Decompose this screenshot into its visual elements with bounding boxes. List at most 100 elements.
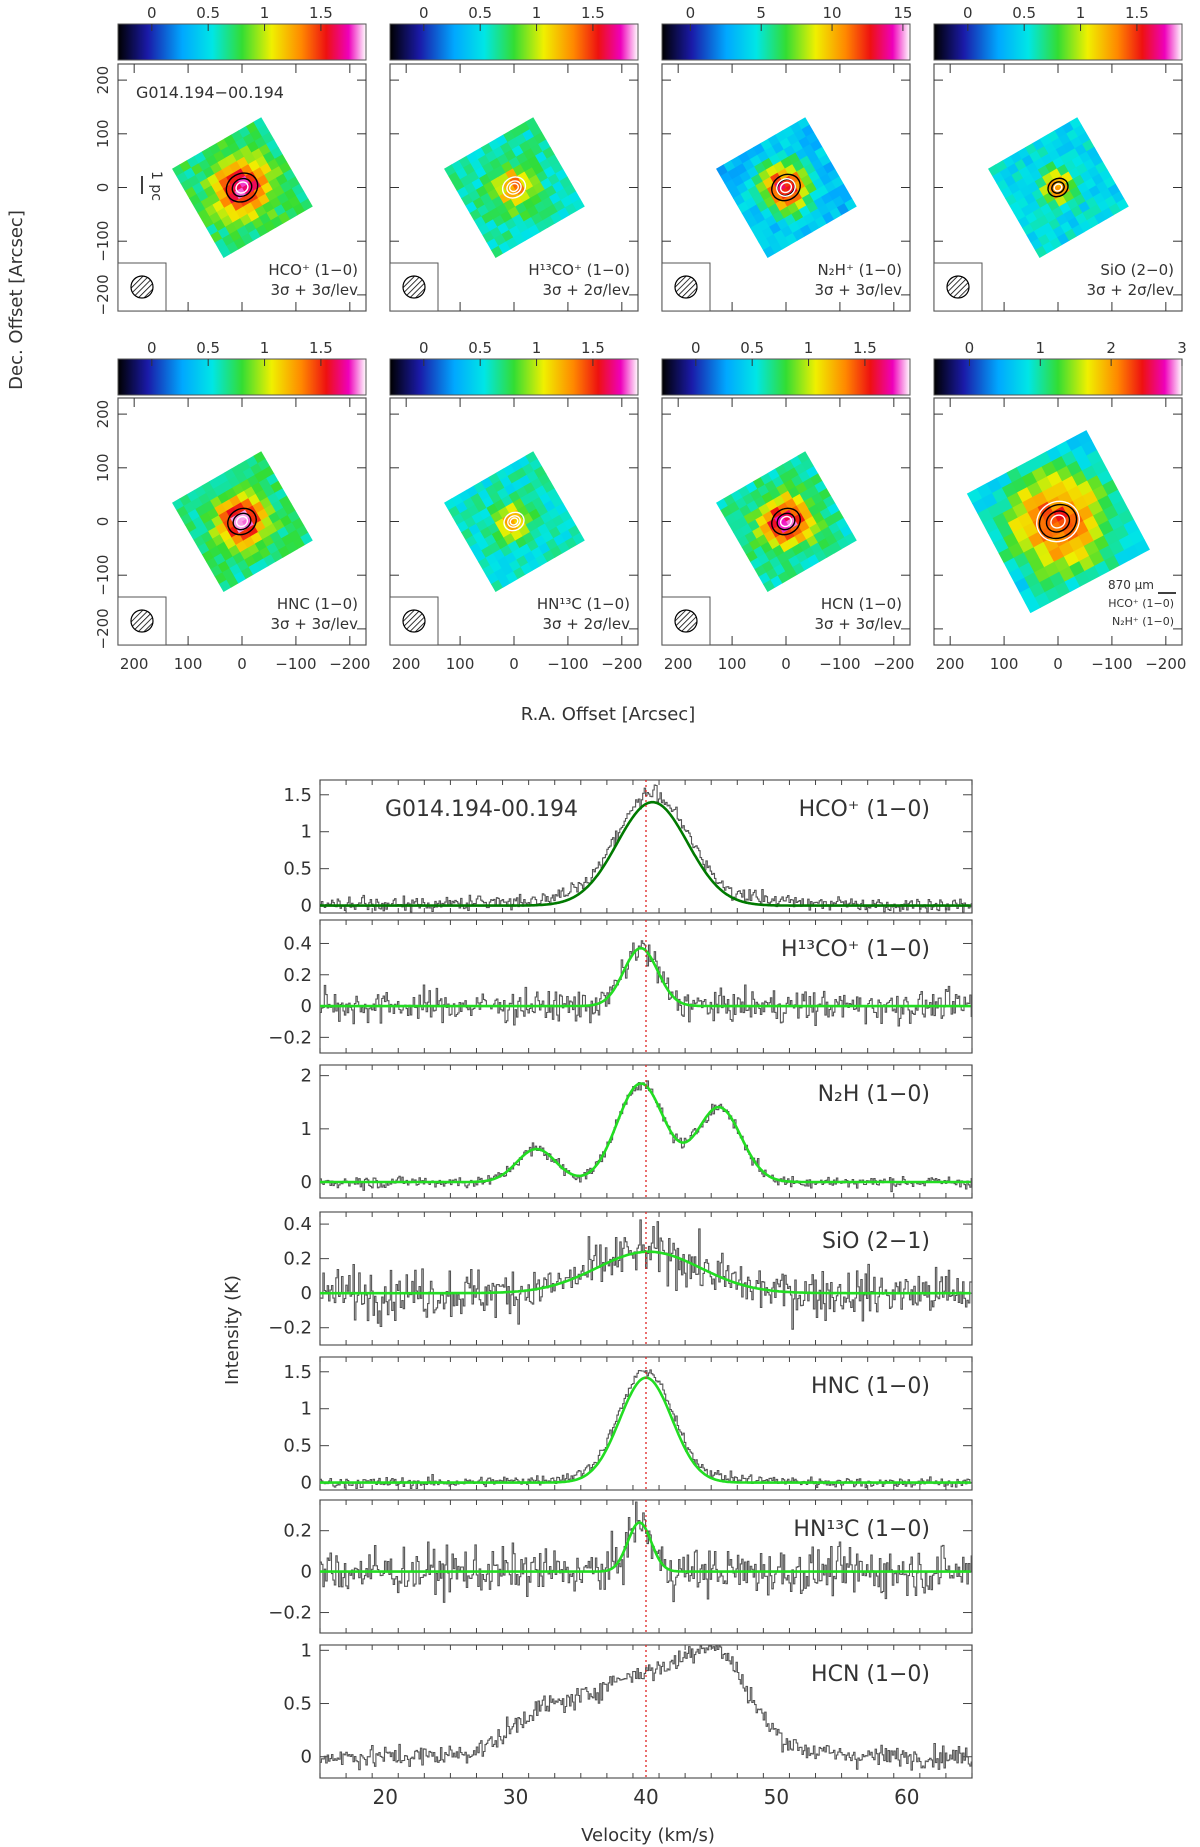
y-tick-label: 200: [94, 66, 112, 95]
colorbar-tick-label: 0.5: [468, 4, 492, 22]
y-tick-label: 100: [94, 119, 112, 148]
map-pixel: [572, 198, 585, 212]
y-tick-label: 0: [301, 896, 312, 917]
y-tick-label: −0.2: [268, 1318, 312, 1339]
beam-icon: [402, 275, 426, 299]
contour: [235, 515, 249, 528]
y-tick-label: 0: [301, 996, 312, 1017]
beam-icon: [674, 609, 698, 633]
beam-icon: [402, 609, 426, 633]
spectrum-trace: [320, 1219, 972, 1330]
y-tick-label: 0: [94, 183, 112, 193]
map-panel: 0 0.5 1 1.5 200 100 0 −100 −200 HN¹³C (1−0) 3σ + 2…: [389, 339, 642, 673]
contour: [231, 177, 253, 198]
colorbar-tick-label: 0: [963, 4, 973, 22]
colorbar: [389, 358, 639, 396]
x-tick-label: −200: [601, 655, 642, 673]
y-tick-label: −200: [94, 274, 112, 315]
map-pixel: [1133, 539, 1150, 556]
contour-levels: 3σ + 3σ/lev: [814, 281, 902, 299]
y-tick-label: 1: [301, 1119, 312, 1140]
line-label: HNC (1−0): [811, 1374, 930, 1399]
x-tick-label: −100: [275, 655, 316, 673]
colorbar: [933, 358, 1183, 396]
x-tick-label: 0: [781, 655, 791, 673]
colorbar: [661, 358, 911, 396]
contour-levels: 3σ + 3σ/lev: [270, 281, 358, 299]
line-label: HN¹³C (1−0): [793, 1517, 930, 1542]
map-panel: 0 0.5 1 1.5 200 100 0 −100 −200 HCN (1−0) 3σ + 3σ/…: [661, 339, 914, 673]
maps-ylabel: Dec. Offset [Arcsec]: [6, 210, 27, 390]
x-tick-label: −100: [547, 655, 588, 673]
contour: [501, 176, 527, 199]
contour: [506, 180, 522, 195]
line-label: HCN (1−0): [811, 1662, 930, 1687]
colorbar-tick-label: 1: [260, 4, 270, 22]
y-tick-label: −100: [94, 221, 112, 262]
y-tick-label: 0: [301, 1172, 312, 1193]
colorbar-tick-label: 0: [691, 339, 701, 357]
map-pixel: [844, 532, 857, 546]
colorbar-tick-label: 1.5: [309, 339, 333, 357]
colorbar: [933, 23, 1183, 61]
colorbar-tick-label: 1: [260, 339, 270, 357]
x-tick-label: 100: [446, 655, 475, 673]
contour-levels: 3σ + 3σ/lev: [814, 615, 902, 633]
y-tick-label: 200: [94, 400, 112, 429]
map-pixel: [300, 198, 313, 212]
contour: [1053, 183, 1063, 192]
colorbar: [661, 23, 911, 61]
contour: [1050, 514, 1066, 529]
x-tick-label: 0: [509, 655, 519, 673]
legend-hco: HCO⁺ (1−0): [1108, 597, 1174, 610]
contour: [1047, 177, 1069, 198]
map-panel: 0 0.5 1 1.5 200 100 0 −100 −200 HCO⁺ (1−0) 3σ + 3σ…: [94, 4, 367, 315]
contour-levels: 3σ + 2σ/lev: [542, 615, 630, 633]
contour: [1036, 500, 1080, 543]
contour: [509, 517, 519, 526]
y-tick-label: 0.4: [283, 1214, 312, 1235]
maps-xlabel: R.A. Offset [Arcsec]: [521, 704, 695, 725]
colorbar-tick-label: 0: [686, 4, 696, 22]
x-tick-label: 200: [664, 655, 693, 673]
y-tick-label: −200: [94, 608, 112, 649]
molecule-label: SiO (2−0): [1100, 261, 1174, 279]
contour-levels: 3σ + 2σ/lev: [1086, 281, 1174, 299]
line-label: SiO (2−1): [822, 1229, 930, 1254]
colorbar-tick-label: 0: [419, 4, 429, 22]
line-label: H¹³CO⁺ (1−0): [781, 937, 930, 962]
emission-map: [444, 117, 585, 258]
colorbar-tick-label: 0: [419, 339, 429, 357]
x-tick-label: −200: [329, 655, 370, 673]
spectra-xlabel: Velocity (km/s): [581, 1825, 715, 1846]
x-tick-label: 60: [894, 1785, 919, 1809]
x-tick-label: −100: [1091, 655, 1132, 673]
dust-label: 870 μm: [1108, 578, 1154, 592]
colorbar-tick-label: 0.5: [1012, 4, 1036, 22]
map-panel: 0 0.5 1 1.5 SiO (2−0) 3σ + 2σ/lev: [933, 4, 1183, 312]
emission-map: [172, 451, 313, 592]
contour: [771, 173, 801, 202]
contour: [1051, 181, 1065, 194]
x-tick-label: 0: [1053, 655, 1063, 673]
x-tick-label: 50: [764, 1785, 789, 1809]
contour: [779, 181, 793, 194]
colorbar-tick-label: 1.5: [309, 4, 333, 22]
y-tick-label: 1.5: [283, 785, 312, 806]
colorbar: [117, 358, 367, 396]
x-tick-label: 40: [633, 1785, 658, 1809]
colorbar-tick-label: 0: [965, 339, 975, 357]
x-tick-label: 30: [503, 1785, 528, 1809]
spectra-source-name: G014.194-00.194: [385, 797, 578, 822]
colorbar-tick-label: 15: [893, 4, 912, 22]
x-tick-label: −200: [1145, 655, 1186, 673]
map-pixel: [1116, 198, 1129, 212]
y-tick-label: −100: [94, 555, 112, 596]
map-panel: 0 1 2 3 200 100 0 −100 −200 870 μm HCO⁺ (1−0) N₂H⁺ …: [933, 339, 1187, 673]
x-tick-label: −200: [873, 655, 914, 673]
y-tick-label: 0.2: [283, 965, 312, 986]
y-tick-label: 0.5: [283, 1694, 312, 1715]
contour-levels: 3σ + 2σ/lev: [542, 281, 630, 299]
scale-bar-label: 1 pc: [148, 171, 164, 201]
